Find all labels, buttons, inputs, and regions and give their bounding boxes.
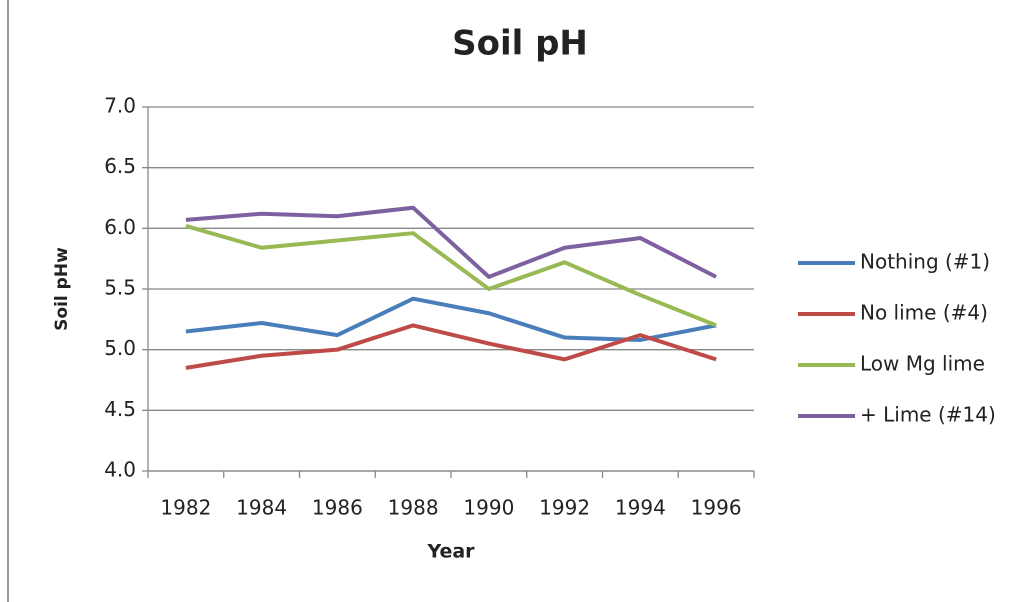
y-tick-label: 6.0 [104,215,136,239]
legend-label: Low Mg lime [860,352,985,376]
x-tick-label: 1994 [615,496,666,520]
x-tick-label: 1996 [691,496,742,520]
series-line [185,223,717,328]
series-line [185,323,717,370]
y-tick-label: 4.0 [104,458,136,482]
x-tick-label: 1992 [539,496,590,520]
y-tick-label: 7.0 [104,94,136,118]
x-axis-label: Year [426,541,475,563]
legend-label: Nothing (#1) [860,250,990,274]
x-tick-label: 1986 [312,496,363,520]
x-tick-label: 1988 [388,496,439,520]
y-tick-label: 5.5 [104,276,136,300]
y-tick-label: 6.5 [104,154,136,178]
legend-label: No lime (#4) [860,301,988,325]
legend-label: + Lime (#14) [860,403,996,427]
series-line [185,205,718,279]
x-tick-label: 1990 [463,496,514,520]
x-tick-label: 1984 [236,496,287,520]
y-axis-label: Soil pHw [52,247,72,331]
y-tick-label: 5.0 [104,336,136,360]
x-tick-label: 1982 [160,496,211,520]
y-tick-label: 4.5 [104,397,136,421]
chart-title: Soil pH [452,24,588,64]
